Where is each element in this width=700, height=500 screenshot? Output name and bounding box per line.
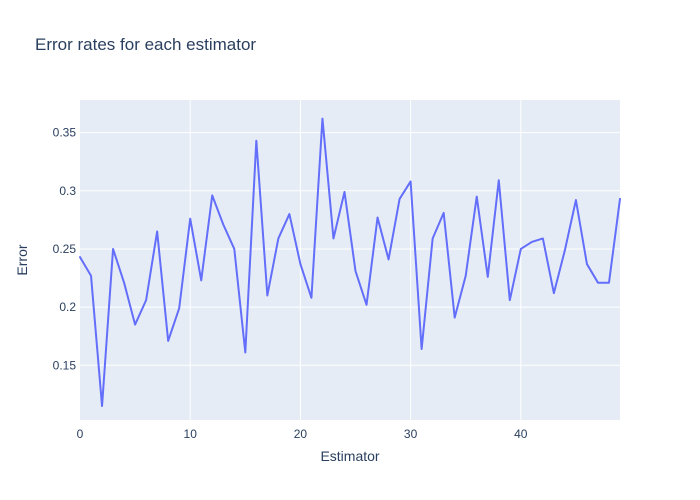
y-gridlines	[80, 132, 620, 366]
x-tick-label: 30	[404, 427, 418, 441]
y-axis-ticks: 0.15 0.2 0.25 0.3 0.35	[53, 126, 77, 373]
series-line	[79, 117, 621, 408]
x-tick-label: 20	[294, 427, 308, 441]
x-tick-label: 40	[514, 427, 528, 441]
plot-area	[80, 100, 620, 420]
x-tick-label: 10	[184, 427, 198, 441]
x-gridlines	[189, 100, 522, 420]
y-tick-label: 0.3	[59, 184, 76, 198]
x-tick-label: 0	[77, 427, 84, 441]
x-axis-ticks: 0 10 20 30 40	[77, 427, 528, 441]
y-tick-label: 0.15	[53, 358, 77, 372]
y-axis-title: Error	[14, 244, 30, 275]
chart-title: Error rates for each estimator	[35, 35, 256, 54]
y-tick-label: 0.2	[59, 300, 76, 314]
y-tick-label: 0.25	[53, 242, 77, 256]
x-axis-title: Estimator	[320, 448, 379, 464]
series-group	[79, 117, 621, 408]
y-tick-label: 0.35	[53, 126, 77, 140]
